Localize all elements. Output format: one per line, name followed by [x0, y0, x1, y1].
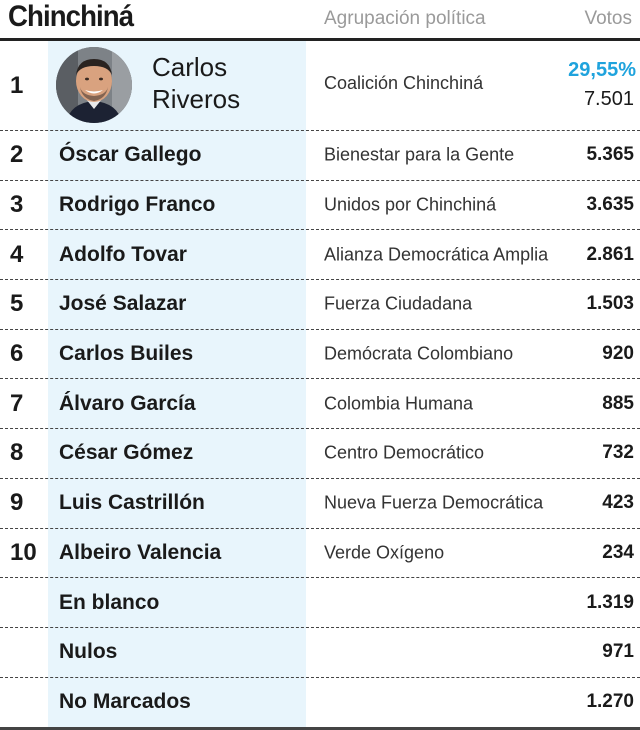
- result-row: 3 Rodrigo Franco Unidos por Chinchiná 3.…: [0, 181, 640, 231]
- result-row: 10 Albeiro Valencia Verde Oxígeno 234: [0, 529, 640, 579]
- rank-number: 6: [10, 340, 24, 368]
- candidate-name: Adolfo Tovar: [59, 242, 187, 266]
- unmarked-votes-row: No Marcados 1.270: [0, 678, 640, 728]
- results-table: 1 Carlos Riveros: [0, 41, 640, 727]
- party-name: Colombia Humana: [324, 393, 474, 414]
- rank-number: 7: [10, 389, 24, 417]
- rank-number: 5: [10, 290, 24, 318]
- row-label: No Marcados: [59, 690, 191, 714]
- rank-number: 10: [10, 538, 37, 566]
- footer-divider: [0, 727, 640, 730]
- party-name: Verde Oxígeno: [324, 542, 445, 563]
- rank-number: 3: [10, 191, 24, 219]
- winner-last-name: Riveros: [152, 84, 241, 114]
- party-name: Bienestar para la Gente: [324, 144, 515, 165]
- vote-count: 234: [602, 541, 634, 563]
- candidate-name: César Gómez: [59, 441, 194, 465]
- table-header: Chinchiná Agrupación política Votos: [0, 0, 640, 38]
- party-name: Fuerza Ciudadana: [324, 293, 473, 314]
- vote-count: 1.270: [586, 691, 634, 713]
- result-row: 4 Adolfo Tovar Alianza Democrática Ampli…: [0, 230, 640, 281]
- party-name: Unidos por Chinchiná: [324, 194, 497, 215]
- winner-percent: 29,55%: [568, 59, 636, 81]
- candidate-photo: [56, 47, 132, 123]
- vote-count: 1.503: [586, 293, 634, 315]
- header-divider: [0, 38, 640, 41]
- party-name: Alianza Democrática Amplia: [324, 244, 549, 265]
- result-row: 6 Carlos Builes Demócrata Colombiano 920: [0, 330, 640, 380]
- vote-count: 5.365: [586, 144, 634, 166]
- rank-number: 2: [10, 141, 24, 169]
- winner-name: Carlos Riveros: [152, 51, 240, 115]
- candidate-name: José Salazar: [59, 292, 187, 316]
- rank-number: 4: [10, 240, 24, 268]
- null-votes-row: Nulos 971: [0, 628, 640, 678]
- result-row: 5 José Salazar Fuerza Ciudadana 1.503: [0, 280, 640, 330]
- row-label: Nulos: [59, 640, 118, 664]
- candidate-name: Carlos Builes: [59, 342, 194, 366]
- candidate-name: Álvaro García: [59, 391, 196, 415]
- winner-row: 1 Carlos Riveros: [0, 41, 640, 131]
- rank-number: 8: [10, 439, 24, 467]
- result-row: 8 César Gómez Centro Democrático 732: [0, 429, 640, 479]
- name-column-highlight: [48, 41, 306, 727]
- votes-column-header: Votos: [584, 8, 632, 29]
- row-label: En blanco: [59, 590, 160, 614]
- result-row: 2 Óscar Gallego Bienestar para la Gente …: [0, 131, 640, 181]
- vote-count: 3.635: [586, 194, 634, 216]
- result-row: 7 Álvaro García Colombia Humana 885: [0, 379, 640, 430]
- vote-count: 1.319: [586, 591, 634, 613]
- vote-count: 885: [602, 392, 634, 414]
- rank-number: 9: [10, 489, 24, 517]
- party-name: Demócrata Colombiano: [324, 343, 514, 364]
- party-name: Nueva Fuerza Democrática: [324, 492, 544, 513]
- party-name: Centro Democrático: [324, 442, 485, 463]
- candidate-name: Rodrigo Franco: [59, 193, 216, 217]
- vote-count: 971: [602, 641, 634, 663]
- page-title: Chinchiná: [8, 0, 134, 33]
- winner-votes: 7.501: [583, 88, 634, 110]
- party-column-header: Agrupación política: [324, 8, 486, 29]
- rank-number: 1: [10, 71, 24, 99]
- candidate-name: Albeiro Valencia: [59, 540, 222, 564]
- candidate-name: Óscar Gallego: [59, 143, 202, 167]
- vote-count: 423: [602, 492, 634, 514]
- vote-count: 732: [602, 442, 634, 464]
- result-row: 9 Luis Castrillón Nueva Fuerza Democráti…: [0, 479, 640, 529]
- winner-party: Coalición Chinchiná: [324, 73, 484, 93]
- vote-count: 2.861: [586, 243, 634, 265]
- candidate-name: Luis Castrillón: [59, 491, 205, 515]
- winner-first-name: Carlos: [152, 52, 228, 82]
- vote-count: 920: [602, 343, 634, 365]
- blank-votes-row: En blanco 1.319: [0, 578, 640, 628]
